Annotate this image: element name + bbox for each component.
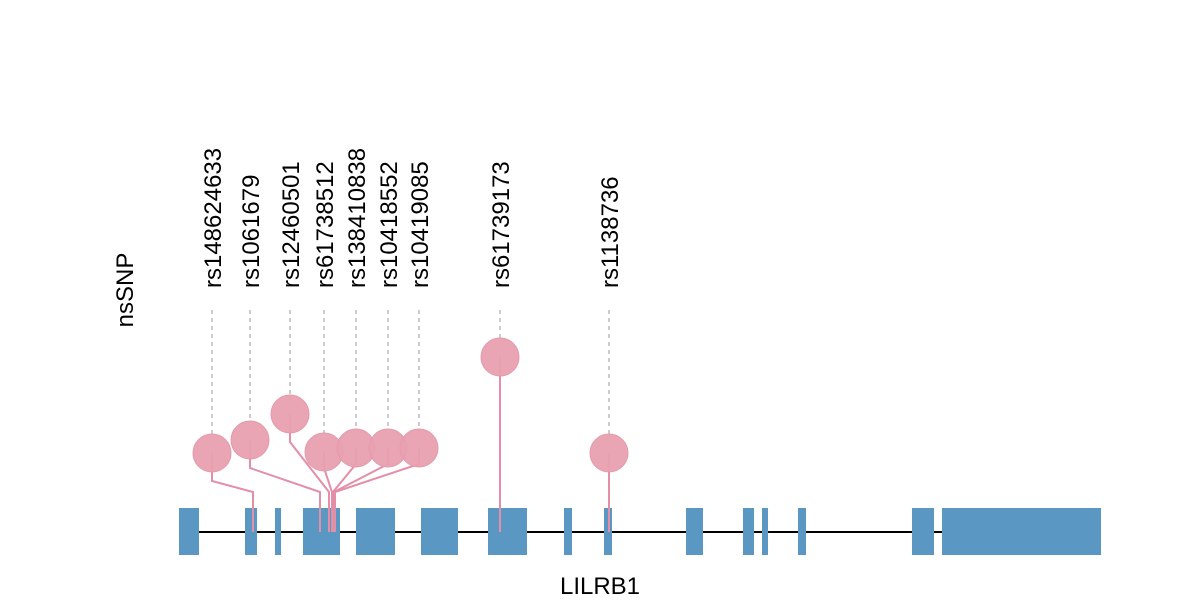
exon — [564, 508, 572, 555]
snp-ball[interactable] — [230, 420, 270, 460]
exon — [942, 508, 1101, 555]
exon — [356, 508, 395, 555]
snp-lollipop[interactable]: rs1138736 — [589, 176, 629, 532]
exon — [762, 508, 768, 555]
snp-lollipop[interactable]: rs10419085 — [334, 161, 439, 532]
y-axis-label: nsSNP — [112, 253, 139, 328]
snp-label: rs12460501 — [278, 161, 305, 288]
snp-label: rs1061679 — [238, 175, 265, 288]
exon — [421, 508, 458, 555]
snp-lollipop[interactable]: rs61738512 — [304, 161, 344, 532]
snp-lollipop[interactable]: rs1061679 — [230, 175, 321, 532]
snp-ball[interactable] — [589, 433, 629, 473]
snp-label: rs61739173 — [488, 161, 515, 288]
snp-label: rs138410838 — [344, 148, 371, 288]
exon — [743, 508, 754, 555]
exon — [912, 508, 934, 555]
exon — [686, 508, 703, 555]
snp-ball[interactable] — [480, 337, 520, 377]
snp-lollipop[interactable]: rs148624633 — [192, 148, 254, 532]
gene-label: LILRB1 — [560, 573, 640, 600]
snp-label: rs148624633 — [200, 148, 227, 288]
snp-lollipop[interactable]: rs10418552 — [333, 161, 408, 532]
snp-label: rs61738512 — [312, 161, 339, 288]
snp-label: rs1138736 — [597, 176, 624, 288]
snp-lollipop[interactable]: rs61739173 — [480, 161, 520, 532]
snp-ball[interactable] — [192, 433, 232, 473]
snp-ball[interactable] — [399, 428, 439, 468]
exon — [245, 508, 257, 555]
snp-layer: rs148624633 rs1061679 rs12460501 rs61738512… — [192, 148, 629, 532]
exon — [798, 508, 806, 555]
snp-label: rs10419085 — [407, 161, 434, 288]
snp-ball[interactable] — [270, 394, 310, 434]
gene-track — [179, 508, 1101, 555]
snp-label: rs10418552 — [376, 161, 403, 288]
exon — [179, 508, 199, 555]
exon — [275, 508, 281, 555]
snp-lollipop[interactable]: rs138410838 — [332, 148, 376, 532]
exon — [488, 508, 527, 555]
snp-lollipop[interactable]: rs12460501 — [270, 161, 330, 532]
